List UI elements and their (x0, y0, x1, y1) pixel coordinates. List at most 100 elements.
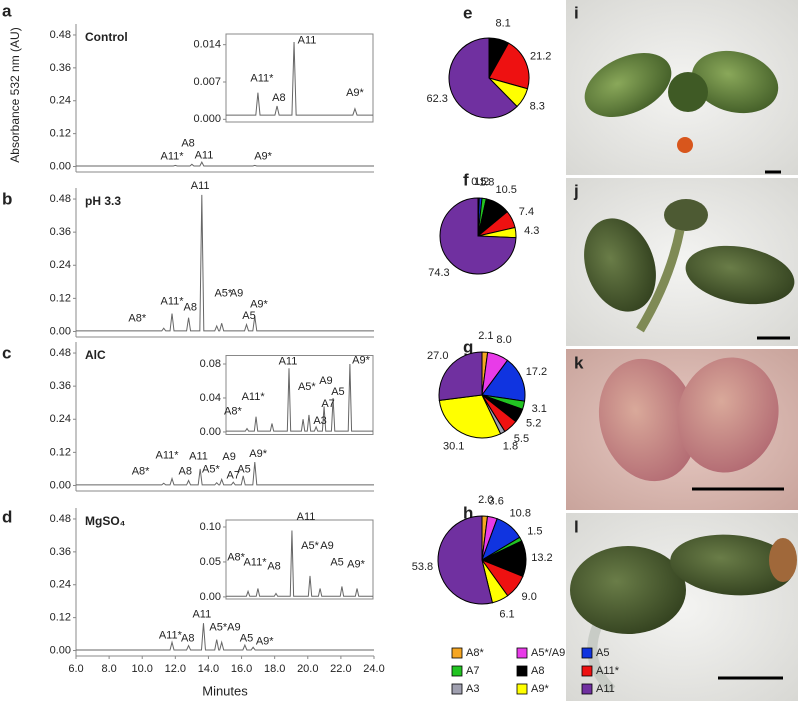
panel-letter: c (2, 343, 11, 362)
chromatogram-line (76, 623, 374, 651)
peak-label: A7 (321, 398, 334, 410)
hypocotyl (587, 617, 616, 694)
y-tick-label: 0.00 (50, 644, 71, 656)
y-axis-title: Absorbance 532 nm (AU) (8, 27, 22, 162)
pie-label: 6.1 (499, 608, 514, 620)
y-tick-label: 0.24 (50, 579, 71, 591)
cotyledon (570, 546, 686, 634)
hypocotyl (636, 229, 685, 333)
peak-label: A11 (279, 355, 298, 367)
pie-label: 74.3 (428, 267, 449, 279)
peak-label: A5 (240, 632, 253, 644)
x-tick-label: 18.0 (264, 663, 285, 675)
peak-label: A8 (181, 137, 194, 149)
peak-label: A8 (267, 561, 280, 573)
pie-label: 0.5 (471, 176, 486, 188)
y-tick-label: 0.00 (50, 160, 71, 172)
peak-label: A9* (249, 448, 267, 460)
panel-letter: a (2, 1, 12, 20)
panel-letter: l (574, 517, 579, 536)
peak-label: A9* (250, 298, 268, 310)
pie-label: 2.0 (478, 494, 493, 506)
legend-swatch (581, 647, 593, 659)
y-tick-label: 0.12 (50, 128, 71, 140)
cotyledon (677, 357, 779, 473)
legend-swatch (581, 665, 593, 677)
peak-label: A11* (242, 391, 266, 403)
pie-label: 17.2 (526, 366, 547, 378)
peak-label: A5 (330, 557, 343, 569)
peak-label: A5* (202, 463, 220, 475)
pie-slice (448, 37, 518, 119)
x-tick-label: 10.0 (132, 663, 153, 675)
pie-label: 7.4 (519, 206, 534, 218)
x-tick-label: 24.0 (363, 663, 384, 675)
y-tick-label: 0.12 (50, 292, 71, 304)
chromatogram-line (76, 461, 374, 486)
peak-label: A9* (256, 635, 274, 647)
y-tick-label: 0.00 (50, 325, 71, 337)
pie-label: 30.1 (443, 441, 464, 453)
y-tick-label: 0.36 (50, 226, 71, 238)
apex (668, 72, 708, 112)
peak-label: A11 (195, 149, 214, 161)
peak-label: A11* (243, 557, 267, 569)
pie-label: 1.8 (479, 177, 494, 189)
peak-label: A11 (298, 34, 317, 46)
y-tick-label: 0.000 (193, 113, 221, 125)
y-tick-label: 0.014 (193, 39, 221, 51)
y-tick-label: 0.36 (50, 546, 71, 558)
pie-label: 4.3 (524, 225, 539, 237)
legend-label: A5*/A9 (531, 647, 565, 659)
y-tick-label: 0.12 (50, 446, 71, 458)
peak-label: A8* (128, 312, 146, 324)
pie-label: 62.3 (426, 93, 447, 105)
peak-label: A5* (214, 287, 232, 299)
photo-k: k (566, 349, 798, 510)
y-tick-label: 0.00 (200, 426, 221, 438)
pie-label: 3.1 (532, 403, 547, 415)
y-tick-label: 0.00 (200, 591, 221, 603)
cotyledon (670, 534, 794, 596)
panel-letter: h (463, 503, 473, 522)
legend-swatch (516, 665, 528, 677)
x-tick-label: 6.0 (68, 663, 83, 675)
peak-label: A8 (181, 632, 194, 644)
legend-swatch (451, 683, 463, 695)
panel-letter: g (463, 337, 473, 356)
pie-slice (438, 351, 483, 401)
x-tick-label: 14.0 (198, 663, 219, 675)
y-tick-label: 0.08 (200, 358, 221, 370)
panel-letter: i (574, 3, 579, 22)
pie-slice (481, 359, 526, 402)
x-tick-label: 12.0 (165, 663, 186, 675)
chromatogram-line (226, 41, 373, 116)
peak-label: A11 (297, 511, 316, 523)
y-tick-label: 0.48 (50, 29, 71, 41)
pie-label: 1.5 (527, 525, 542, 537)
pie-label: 2.1 (478, 330, 493, 342)
peak-label: A9 (320, 540, 333, 552)
peak-label: A7 (227, 469, 240, 481)
y-tick-label: 0.12 (50, 612, 71, 624)
panel-title: AlC (85, 348, 106, 362)
peak-label: A9* (347, 559, 365, 571)
pie-label: 53.8 (412, 561, 433, 573)
photo-i: i (566, 0, 798, 175)
pie-label: 8.1 (495, 18, 510, 30)
y-tick-label: 0.00 (50, 479, 71, 491)
y-tick-label: 0.24 (50, 95, 71, 107)
legend-swatch (581, 683, 593, 695)
pie-slice (437, 515, 494, 605)
peak-label: A5*A9 (209, 621, 240, 633)
legend-label: A11* (596, 665, 620, 677)
panel-title: Control (85, 30, 128, 44)
peak-label: A5* (301, 540, 319, 552)
panel-letter: j (573, 181, 579, 200)
peak-label: A9* (346, 87, 364, 99)
panel-letter: b (2, 189, 12, 208)
pie-label: 27.0 (427, 350, 448, 362)
pie-slice (439, 197, 517, 275)
x-tick-label: 8.0 (101, 663, 116, 675)
